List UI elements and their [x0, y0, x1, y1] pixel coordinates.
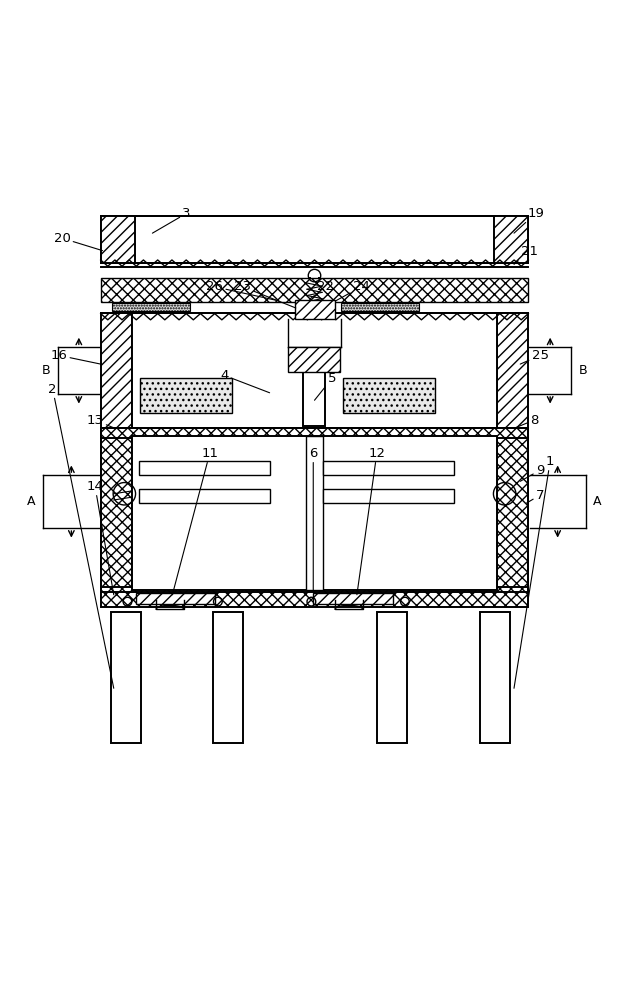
Text: 12: 12 — [357, 447, 386, 595]
Bar — [497, 428, 528, 600]
Text: 9: 9 — [520, 464, 544, 481]
Text: 11: 11 — [172, 447, 218, 595]
Bar — [138, 489, 270, 503]
Bar — [101, 592, 528, 607]
Text: A: A — [593, 495, 602, 508]
Bar — [323, 461, 454, 475]
Bar — [132, 436, 497, 590]
Bar — [138, 461, 270, 475]
Text: 8: 8 — [514, 414, 538, 428]
Text: 3: 3 — [152, 207, 191, 233]
Bar — [140, 378, 232, 413]
Text: 24: 24 — [337, 280, 370, 300]
Text: 1: 1 — [514, 455, 554, 688]
Bar — [101, 587, 528, 600]
Bar — [480, 612, 509, 743]
Bar — [323, 489, 454, 503]
Text: 26: 26 — [206, 280, 277, 300]
Bar — [497, 313, 528, 428]
Text: 25: 25 — [520, 349, 548, 364]
Bar — [101, 216, 528, 263]
Bar — [101, 313, 132, 428]
Bar — [303, 370, 325, 426]
Text: 2: 2 — [48, 383, 114, 688]
Bar — [343, 378, 435, 413]
Text: 5: 5 — [314, 372, 337, 400]
Text: 4: 4 — [220, 369, 270, 393]
Bar — [101, 216, 135, 263]
Text: 7: 7 — [526, 489, 545, 503]
Bar — [306, 436, 323, 590]
Text: B: B — [579, 364, 587, 377]
Text: 21: 21 — [514, 245, 538, 264]
Bar — [213, 612, 243, 743]
Bar — [112, 303, 190, 311]
Bar — [101, 278, 528, 302]
Text: 23: 23 — [235, 280, 296, 308]
Bar — [313, 593, 393, 604]
Text: 6: 6 — [309, 447, 318, 592]
Text: 16: 16 — [50, 349, 101, 364]
Bar — [342, 303, 420, 311]
Text: 14: 14 — [87, 480, 114, 595]
Text: 20: 20 — [53, 232, 103, 251]
Text: 13: 13 — [87, 414, 115, 428]
Bar — [294, 300, 335, 319]
Text: A: A — [27, 495, 36, 508]
Bar — [136, 593, 215, 604]
Bar — [288, 347, 340, 372]
Text: 22: 22 — [309, 280, 334, 299]
Bar — [132, 313, 497, 428]
Bar — [494, 216, 528, 263]
Text: 19: 19 — [514, 207, 544, 233]
Bar — [111, 612, 140, 743]
Text: B: B — [42, 364, 50, 377]
Bar — [377, 612, 407, 743]
Bar — [101, 428, 528, 438]
Bar — [101, 428, 132, 600]
